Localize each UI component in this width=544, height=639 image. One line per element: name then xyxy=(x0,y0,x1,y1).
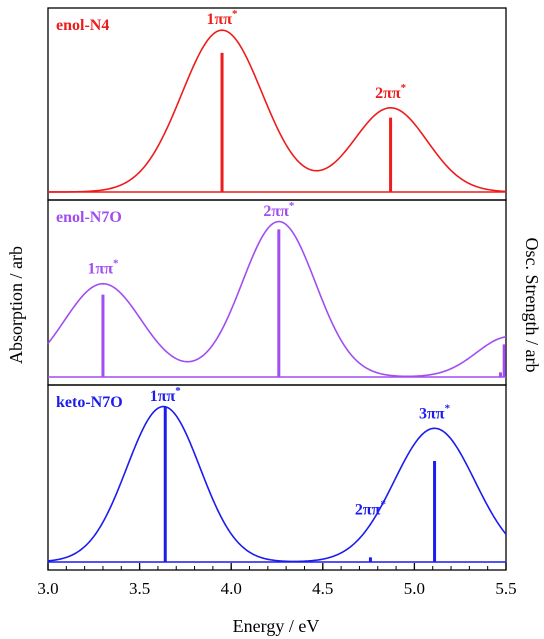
stick-label-3: 3ππ* xyxy=(419,402,451,422)
panel-label: keto-N7O xyxy=(56,394,123,411)
absorption-curve xyxy=(47,405,507,563)
absorption-curve xyxy=(47,220,507,378)
x-tick-label: 5.5 xyxy=(495,579,516,598)
stick-label-2: 2ππ* xyxy=(355,498,387,518)
stick-label-2: 2ππ* xyxy=(375,82,407,102)
panel-frame xyxy=(47,7,507,201)
y-axis-label-right: Osc. Strength / arb xyxy=(522,238,542,373)
stick-label-1: 1ππ* xyxy=(87,258,119,278)
panel-enol-N7O: 1ππ* 2ππ* enol-N7O xyxy=(47,199,507,386)
panel-label: enol-N4 xyxy=(56,17,109,34)
panel-label: enol-N7O xyxy=(56,209,122,226)
x-tick-label: 5.0 xyxy=(404,579,425,598)
x-tick-label: 3.0 xyxy=(37,579,58,598)
panel-frame xyxy=(47,199,507,386)
panel-keto-N7O: 1ππ* 2ππ* 3ππ* keto-N7O xyxy=(47,384,507,571)
panels-layer: 1ππ* 2ππ* enol-N4 1ππ* 2ππ* enol-N7O 1ππ* 2ππ* 3… xyxy=(47,7,507,571)
x-axis: 3.0 3.5 4.0 4.5 5.0 5.5 xyxy=(37,563,517,598)
x-axis-label: Energy / eV xyxy=(233,616,320,636)
panel-frame xyxy=(47,384,507,571)
y-axis-label-left: Absorption / arb xyxy=(6,246,26,364)
stick-label-1: 1ππ* xyxy=(207,8,239,28)
stick-label-2: 2ππ* xyxy=(263,200,295,220)
x-tick-label: 4.0 xyxy=(221,579,242,598)
x-tick-label: 4.5 xyxy=(312,579,333,598)
x-tick-label: 3.5 xyxy=(129,579,150,598)
absorption-curve xyxy=(47,29,507,193)
stick-label-1: 1ππ* xyxy=(150,385,182,405)
panel-enol-N4: 1ππ* 2ππ* enol-N4 xyxy=(47,7,507,201)
